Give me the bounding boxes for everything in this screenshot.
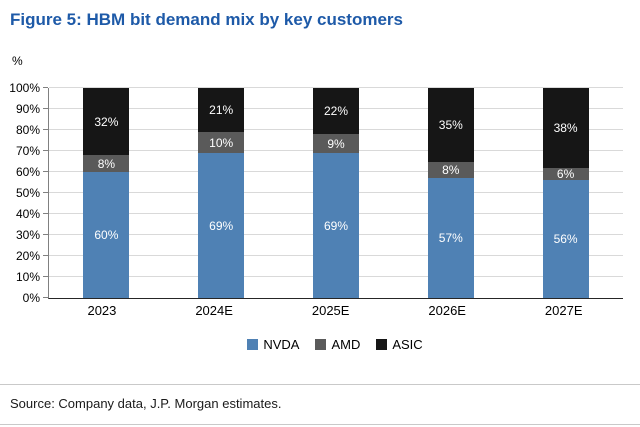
legend-label-amd: AMD [331,337,361,352]
y-axis-tick [43,192,48,193]
x-axis-label-2023: 2023 [87,303,117,318]
source-note: Source: Company data, J.P. Morgan estima… [10,396,282,411]
y-axis-tick-label: 30% [15,228,40,242]
y-axis-tick [43,150,48,151]
y-axis-tick [43,276,48,277]
x-axis: 2023 2024E 2025E 2026E 2027E [48,303,622,318]
y-axis-tick-label: 70% [15,144,40,158]
y-axis-unit-label: % [12,54,23,68]
y-axis-tick-label: 80% [15,123,40,137]
x-axis-label-2025e: 2025E [311,303,350,318]
legend-swatch-nvda [247,339,259,350]
y-axis-tick-label: 60% [15,165,40,179]
y-axis-tick [43,297,48,298]
bar-2024e: 21% 10% 69% [198,88,245,298]
legend-item-nvda: NVDA [247,337,299,352]
legend-label-nvda: NVDA [263,337,300,352]
bar-segment-asic: 32% [83,88,130,156]
y-axis-tick-label: 50% [15,186,40,200]
y-axis-tick [43,234,48,235]
bar-segment-nvda: 69% [198,153,245,298]
legend-item-amd: AMD [315,337,360,352]
bar-2023: 32% 8% 60% [83,88,130,298]
divider-bottom [0,424,640,425]
y-axis-tick-label: 40% [15,207,40,221]
bar-segment-nvda: 57% [427,178,474,298]
bar-2027e: 38% 6% 56% [542,88,589,298]
bar-segment-amd: 6% [542,167,589,181]
bar-segment-amd: 10% [198,132,245,154]
bar-segment-asic: 22% [312,88,359,135]
y-axis-tick-label: 20% [15,249,40,263]
bar-segment-nvda: 56% [542,180,589,298]
chart-legend: NVDA AMD ASIC [48,337,622,352]
bar-segment-amd: 8% [427,161,474,179]
bar-segment-amd: 8% [83,155,130,172]
figure-title: Figure 5: HBM bit demand mix by key cust… [10,10,403,29]
y-axis-tick [43,255,48,256]
bar-segment-nvda: 60% [83,172,130,298]
bar-2025e: 22% 9% 69% [312,88,359,298]
y-axis-tick [43,108,48,109]
x-axis-label-2024e: 2024E [195,303,233,318]
divider-above-source [0,384,640,385]
legend-swatch-amd [315,339,327,350]
bar-2026e: 35% 8% 57% [427,88,474,298]
bar-segment-nvda: 69% [312,153,359,298]
bar-segment-asic: 35% [427,88,474,162]
legend-item-asic: ASIC [376,337,423,352]
y-axis-tick [43,213,48,214]
y-axis-tick-label: 90% [15,102,40,116]
y-axis-tick [43,171,48,172]
bar-segment-asic: 38% [542,88,589,168]
bar-segment-amd: 9% [312,134,359,154]
gridline [49,87,623,88]
legend-swatch-asic [376,339,388,350]
bars-container: 32% 8% 60% 21% 10% 69% 22% 9% 69% 35% 8% 57% 38% 6% 56… [49,88,623,298]
plot-area: 32% 8% 60% 21% 10% 69% 22% 9% 69% 35% 8% 57% 38% 6% 56… [43,87,623,299]
y-axis-tick-label: 0% [22,291,40,305]
y-axis: 0% 10% 20% 30% 40% 50% 60% 70% 80% 90% 100% [0,81,44,305]
x-axis-label-2026e: 2026E [428,303,466,318]
y-axis-tick [43,87,48,88]
bar-segment-asic: 21% [198,88,245,133]
y-axis-tick-label: 10% [15,270,40,284]
x-axis-label-2027e: 2027E [544,303,583,318]
y-axis-tick-label: 100% [9,81,40,95]
y-axis-tick [43,129,48,130]
legend-label-asic: ASIC [392,337,423,352]
